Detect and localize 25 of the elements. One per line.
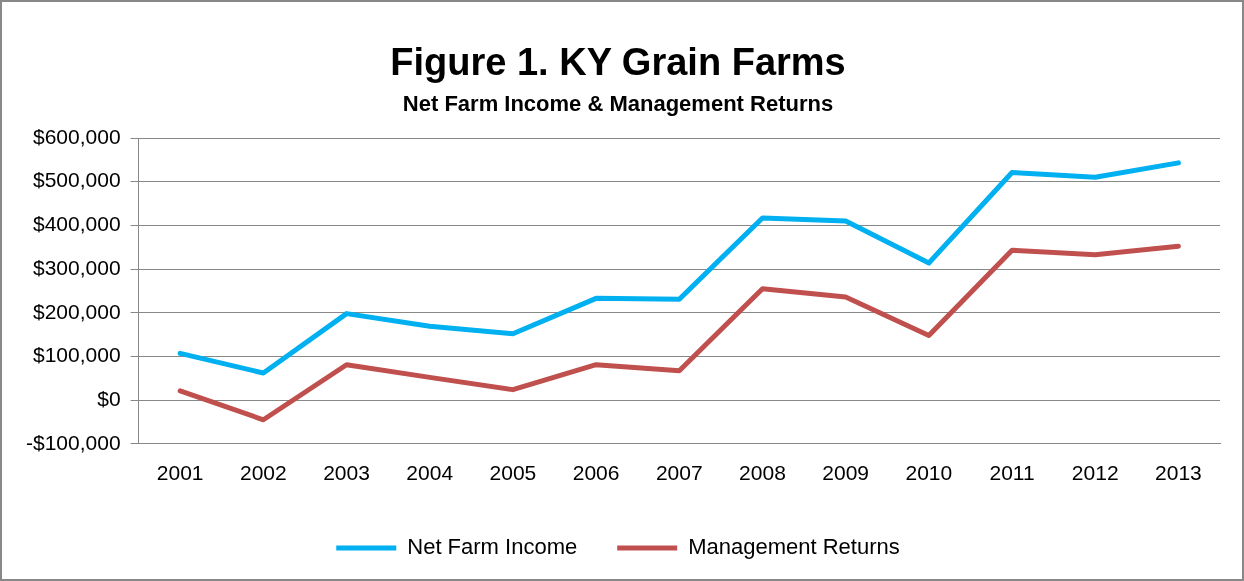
y-tick-label: $400,000 xyxy=(32,212,121,236)
x-tick-label: 2001 xyxy=(156,461,204,485)
y-tick-label: $200,000 xyxy=(32,299,121,323)
x-tick-label: 2009 xyxy=(822,461,870,485)
y-tick-label: -$100,000 xyxy=(25,430,121,454)
x-tick-label: 2010 xyxy=(905,461,953,485)
x-tick-label: 2008 xyxy=(739,461,786,485)
chart-title: Figure 1. KY Grain Farms xyxy=(390,41,846,84)
x-tick-label: 2005 xyxy=(489,461,537,485)
x-tick-label: 2002 xyxy=(240,461,287,485)
x-tick-label: 2004 xyxy=(406,461,454,485)
x-tick-label: 2007 xyxy=(655,461,703,485)
y-tick-label: $0 xyxy=(97,386,121,410)
legend-label: Net Farm Income xyxy=(407,534,578,560)
legend-label: Management Returns xyxy=(688,534,900,560)
y-tick-label: $600,000 xyxy=(32,124,121,148)
y-tick-label: $100,000 xyxy=(32,343,121,367)
x-tick-label: 2003 xyxy=(323,461,370,485)
x-tick-label: 2011 xyxy=(989,461,1035,485)
y-tick-label: $300,000 xyxy=(32,255,121,279)
chart-subtitle: Net Farm Income & Management Returns xyxy=(402,90,834,116)
x-tick-label: 2013 xyxy=(1155,461,1202,485)
y-tick-label: $500,000 xyxy=(32,168,121,192)
x-tick-label: 2006 xyxy=(572,461,620,485)
x-tick-label: 2012 xyxy=(1071,461,1119,485)
